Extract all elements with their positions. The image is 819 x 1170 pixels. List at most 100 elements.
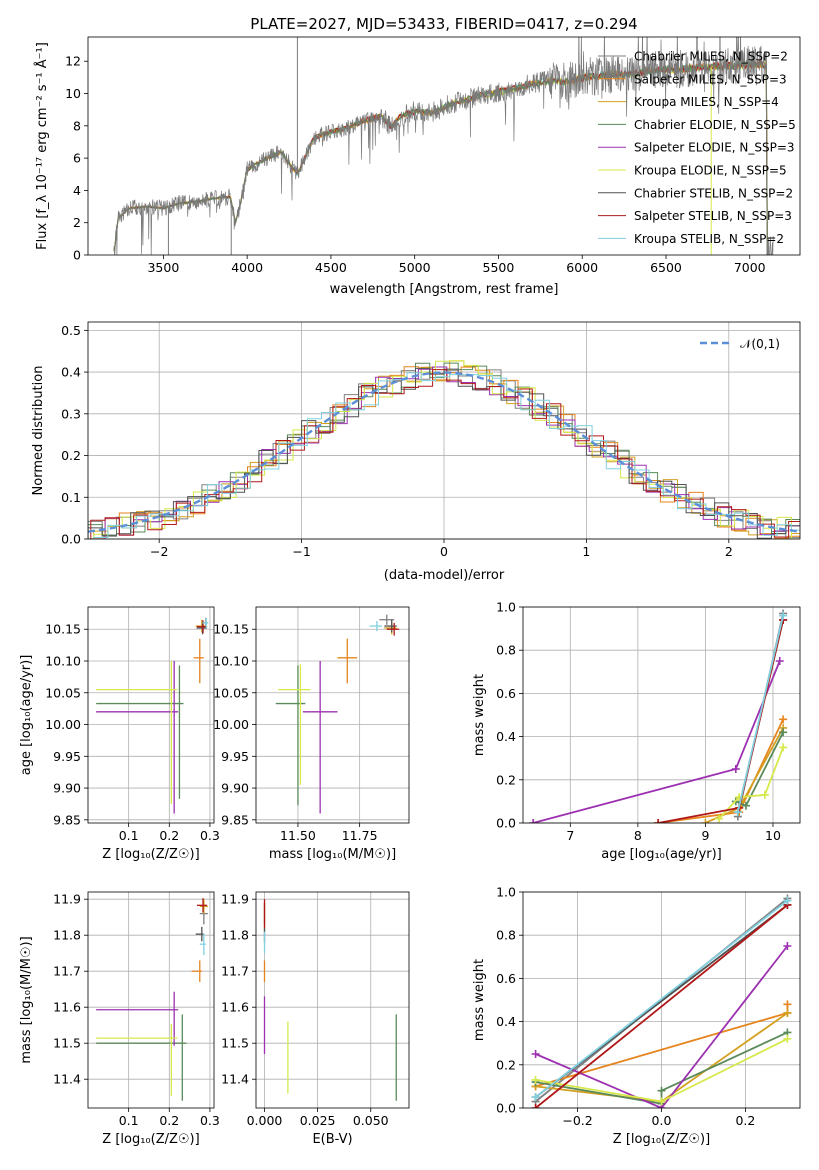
x-tick-label: 6500 [650, 260, 682, 275]
x-tick-label: 0.3 [200, 1113, 220, 1128]
x-tick-label: 0.2 [159, 828, 179, 843]
x-tick-label: 5500 [483, 260, 515, 275]
y-tick-label: 4 [73, 183, 81, 198]
x-tick-label: 0.3 [200, 828, 220, 843]
y-axis-label: Normed distribution [31, 366, 46, 496]
x-axis-label: Z [log₁₀(Z/Z☉)] [102, 1132, 199, 1147]
y-tick-label: 0.5 [61, 323, 81, 338]
model-spectrum-0 [113, 59, 773, 255]
y-tick-label: 0.6 [496, 971, 516, 986]
x-tick-label: 0.1 [119, 828, 139, 843]
y-tick-label: 9.95 [53, 749, 81, 764]
observed-spectrum [113, 37, 774, 255]
legend-label: Salpeter STELIB, N_SSP=3 [634, 209, 792, 223]
histogram-step [88, 362, 800, 539]
weight-marker [714, 814, 723, 823]
model-spectrum-1 [113, 59, 773, 255]
weight-marker [531, 1104, 540, 1108]
x-tick-label: 6000 [566, 260, 598, 275]
legend-label: Chabrier STELIB, N_SSP=2 [634, 186, 793, 200]
x-tick-label: −2 [150, 544, 168, 559]
x-tick-label: 0 [440, 544, 448, 559]
legend-label: Kroupa ELODIE, N_SSP=5 [634, 164, 787, 178]
x-axis-label: age [log₁₀(age/yr)] [601, 847, 722, 862]
y-tick-label: 0.0 [496, 816, 516, 831]
x-tick-label: 2 [725, 544, 733, 559]
y-tick-label: 0.6 [496, 686, 516, 701]
x-tick-label: 0.1 [119, 1113, 139, 1128]
y-tick-label: 11.4 [53, 1072, 81, 1087]
x-tick-label: 0.050 [353, 1113, 389, 1128]
y-tick-label: 0.2 [496, 1057, 516, 1072]
weight-marker [783, 896, 792, 905]
x-tick-label: 7 [566, 828, 574, 843]
y-tick-label: 1.0 [496, 600, 516, 615]
y-axis-label: mass weight [472, 959, 487, 1041]
x-axis-label: Z [log₁₀(Z/Z☉)] [102, 847, 199, 862]
y-tick-label: 9.85 [53, 812, 81, 827]
y-tick-label: 0 [73, 248, 81, 263]
y-tick-label: 0.4 [61, 365, 81, 380]
weight-line [736, 615, 784, 813]
weight-line [535, 904, 788, 1108]
y-tick-label: 9.95 [221, 749, 249, 764]
x-tick-label: 0.0 [652, 1113, 672, 1128]
y-tick-label: 0.0 [61, 532, 81, 547]
y-tick-label: 0.4 [496, 1014, 516, 1029]
x-tick-label: 8 [634, 828, 642, 843]
weight-line [718, 747, 784, 820]
y-axis-label: age [log₁₀(age/yr)] [19, 655, 34, 776]
weight-marker [531, 1050, 540, 1058]
legend-label: 𝒩(0,1) [740, 337, 780, 351]
y-tick-label: 6 [73, 151, 81, 166]
y-tick-label: 0.2 [496, 772, 516, 787]
weight-marker [654, 819, 663, 823]
x-tick-label: 0.025 [300, 1113, 336, 1128]
weight-marker [760, 790, 769, 799]
y-tick-label: 0.8 [496, 643, 516, 658]
y-tick-label: 10.00 [45, 717, 81, 732]
legend-label: Chabrier ELODIE, N_SSP=5 [634, 118, 796, 132]
x-tick-label: 3500 [147, 260, 179, 275]
x-tick-label: 7000 [734, 260, 766, 275]
x-tick-label: 0.2 [735, 1113, 755, 1128]
x-axis-label: E(B-V) [312, 1132, 352, 1147]
y-tick-label: 11.7 [221, 964, 249, 979]
weight-marker [779, 715, 788, 724]
x-tick-label: −0.2 [562, 1113, 592, 1128]
x-tick-label: 0.000 [247, 1113, 283, 1128]
y-tick-label: 10.10 [45, 654, 81, 669]
weight-marker [783, 1000, 792, 1009]
axes-frame [87, 321, 801, 540]
legend-label: Kroupa MILES, N_SSP=4 [634, 95, 779, 109]
weight-marker [657, 1097, 666, 1106]
x-tick-label: 4000 [231, 260, 263, 275]
y-tick-label: 11.7 [53, 964, 81, 979]
weight-marker [531, 1075, 540, 1084]
weight-marker [657, 1086, 666, 1095]
y-tick-label: 10.05 [213, 685, 249, 700]
weight-marker [779, 743, 788, 752]
y-tick-label: 9.90 [53, 781, 81, 796]
y-tick-label: 11.4 [221, 1072, 249, 1087]
y-tick-label: 1.0 [496, 885, 516, 900]
x-axis-label: wavelength [Angstrom, rest frame] [330, 282, 559, 297]
legend-label: Salpeter ELODIE, N_SSP=3 [634, 141, 795, 155]
x-tick-label: 10 [765, 828, 781, 843]
weight-marker [741, 801, 750, 810]
model-spectrum-4 [113, 58, 773, 255]
y-tick-label: 11.6 [53, 1000, 81, 1015]
gaussian-curve [88, 371, 800, 533]
y-tick-label: 0.0 [496, 1101, 516, 1116]
y-tick-label: 10.15 [45, 622, 81, 637]
axes-frame [522, 606, 801, 824]
weight-marker [531, 1093, 540, 1102]
x-axis-label: mass [log₁₀(M/M☉)] [269, 847, 396, 862]
y-tick-label: 0.1 [61, 490, 81, 505]
y-axis-label: Flux [f_λ 10⁻¹⁷ erg cm⁻² s⁻¹ Å⁻¹] [34, 42, 50, 250]
y-tick-label: 0.8 [496, 928, 516, 943]
y-tick-label: 10.05 [45, 685, 81, 700]
x-tick-label: 0.2 [159, 1113, 179, 1128]
weight-marker [783, 1008, 792, 1017]
